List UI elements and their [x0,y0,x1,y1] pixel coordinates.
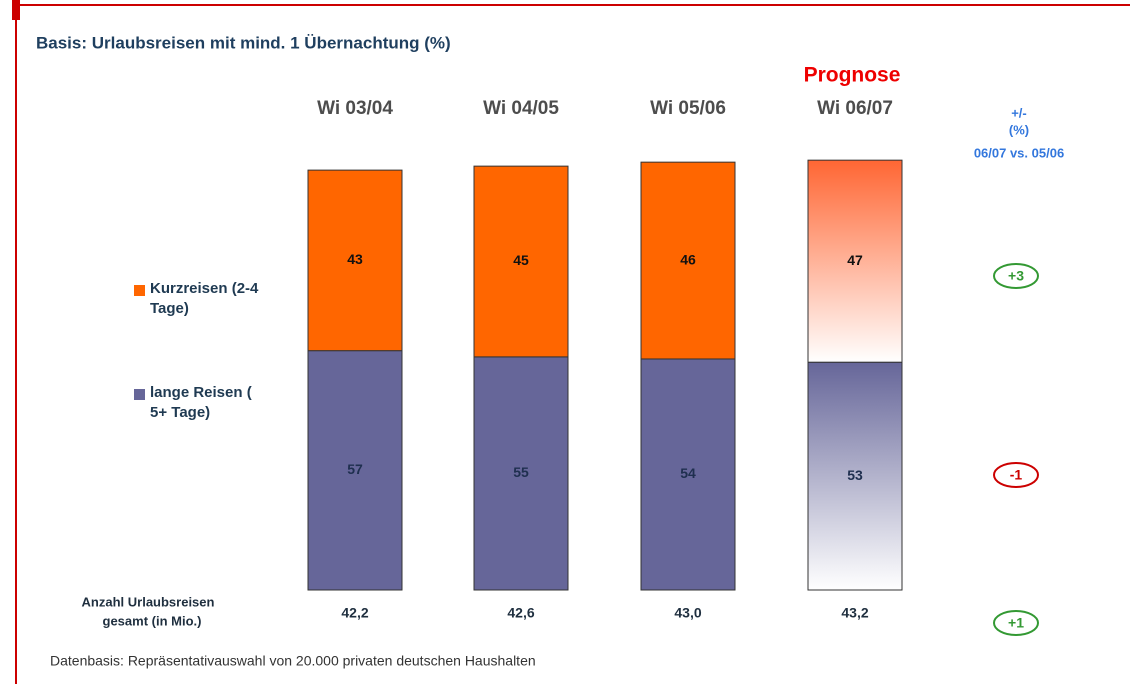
totals-label: gesamt (in Mio.) [103,613,202,628]
x-tick-label: Wi 06/07 [817,98,893,119]
change-header: (%) [1009,122,1029,137]
legend-label: Kurzreisen (2-4 Tage) [150,280,259,317]
data-label: 54 [680,465,696,481]
total-label: 43,0 [674,605,701,621]
data-label: 47 [847,252,863,268]
bar-segment [640,161,736,360]
change-label: +1 [1008,615,1024,631]
footnote: Datenbasis: Repräsentativauswahl von 20.… [50,653,536,669]
bar-segment [640,358,736,591]
x-tick-label: Wi 03/04 [317,98,393,119]
bar-segment [807,361,903,591]
data-label: 55 [513,464,529,480]
bar-segment [473,356,569,591]
bar-segment [307,350,403,591]
total-label: 43,2 [841,605,868,621]
data-label: 57 [347,461,363,477]
bar-segment [473,165,569,358]
x-tick-label: Wi 04/05 [483,98,559,119]
bar-segment [807,159,903,363]
legend-label: lange Reisen ( 5+ Tage) [150,384,252,421]
data-label: 43 [347,251,363,267]
chart-title: Basis: Urlaubsreisen mit mind. 1 Übernac… [36,33,451,52]
change-label: +3 [1008,268,1024,284]
bar-segment [307,169,403,352]
change-header: 06/07 vs. 05/06 [974,145,1064,160]
change-label: -1 [1010,467,1023,483]
total-label: 42,2 [341,605,368,621]
x-tick-label: Wi 05/06 [650,98,726,119]
change-circle [993,610,1039,636]
legend-swatch [133,388,146,401]
forecast-label: Prognose [804,64,901,87]
data-label: 45 [513,252,529,268]
totals-label: Anzahl Urlaubsreisen [82,594,215,609]
total-label: 42,6 [507,605,534,621]
legend-swatch [133,284,146,297]
data-label: 46 [680,251,696,267]
change-circle [993,263,1039,289]
data-label: 53 [847,467,863,483]
change-header: +/- [1011,105,1027,120]
change-circle [993,462,1039,488]
